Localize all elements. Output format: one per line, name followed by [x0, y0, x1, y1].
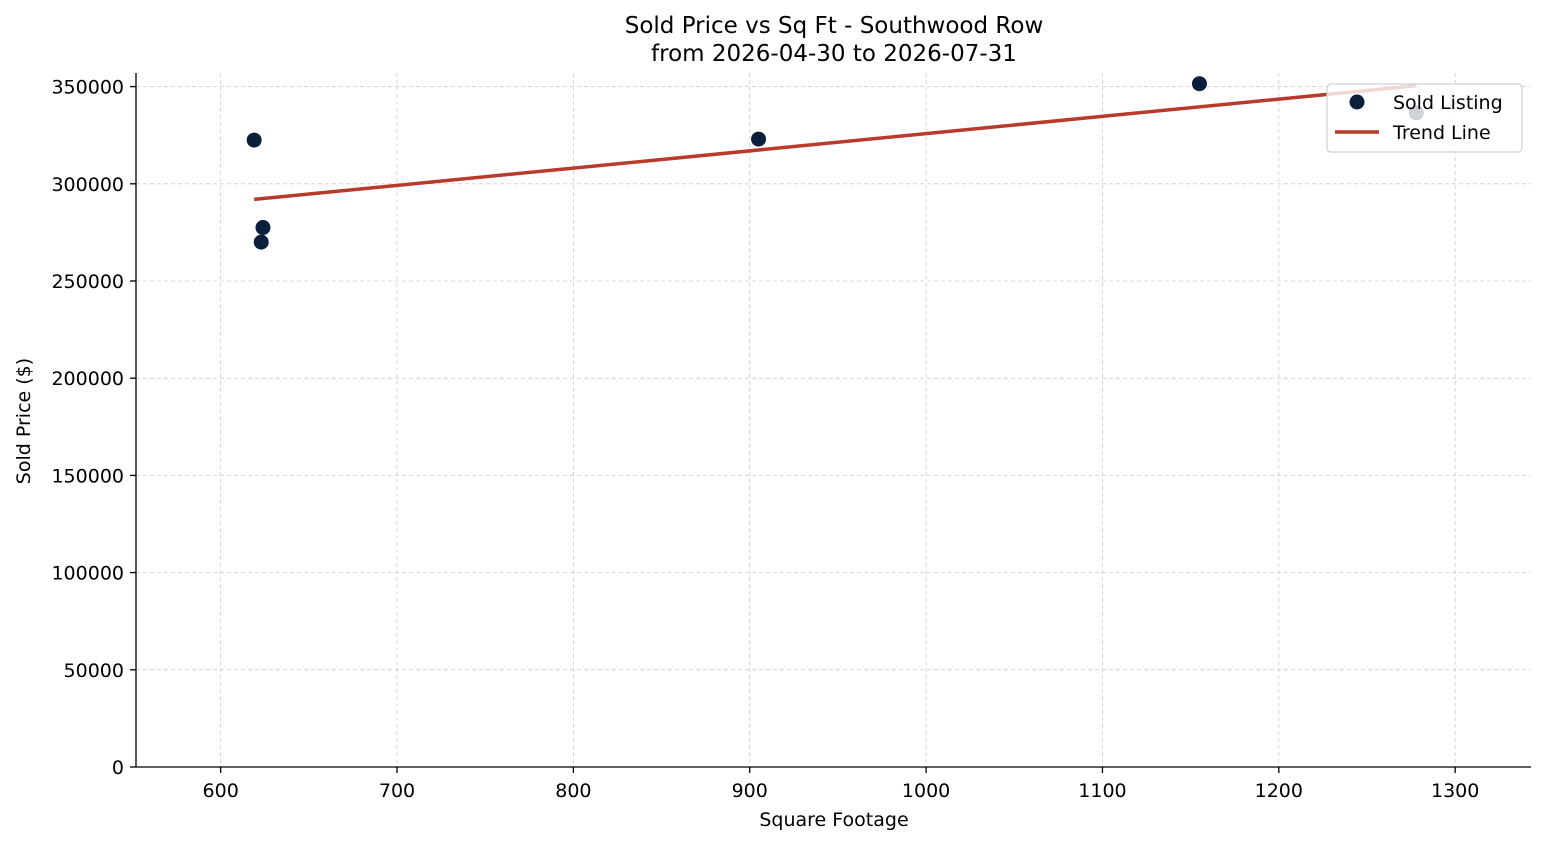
x-tick-label: 900 [732, 780, 768, 802]
trend-line [253, 83, 1417, 202]
scatter-point [246, 132, 262, 148]
scatter-point [253, 234, 269, 250]
x-tick-label: 800 [555, 780, 591, 802]
y-tick-label: 100000 [51, 563, 124, 585]
chart-title: Sold Price vs Sq Ft - Southwood Row [625, 13, 1044, 39]
grid [136, 73, 1531, 768]
axes: 600 700 800 900 1000 1100 1200 1300 0 50000 100000… [51, 73, 1531, 802]
legend: Sold Listing Trend Line [1326, 83, 1523, 153]
y-axis-label: Sold Price ($) [13, 358, 35, 484]
legend-marker [1349, 94, 1365, 110]
y-tick-label: 150000 [51, 465, 124, 487]
y-tick-label: 200000 [51, 368, 124, 390]
scatter-point [751, 131, 767, 147]
y-tick-label: 50000 [64, 660, 124, 682]
x-tick-label: 1000 [902, 780, 950, 802]
x-tick-label: 1300 [1431, 780, 1479, 802]
legend-label: Sold Listing [1393, 92, 1503, 114]
y-tick-label: 0 [112, 757, 124, 779]
y-tick-label: 250000 [51, 271, 124, 293]
scatter-point [1191, 76, 1207, 92]
scatter-point [255, 220, 271, 236]
x-tick-label: 700 [379, 780, 415, 802]
legend-label: Trend Line [1392, 122, 1491, 144]
plot-area [246, 76, 1424, 250]
x-tick-label: 1100 [1078, 780, 1126, 802]
y-tick-label: 300000 [51, 174, 124, 196]
chart-subtitle: from 2026-04-30 to 2026-07-31 [651, 41, 1017, 67]
x-axis-label: Square Footage [759, 809, 908, 831]
x-tick-label: 1200 [1255, 780, 1303, 802]
legend-box [1326, 83, 1523, 153]
x-tick-label: 600 [203, 780, 239, 802]
y-tick-label: 350000 [51, 77, 124, 99]
